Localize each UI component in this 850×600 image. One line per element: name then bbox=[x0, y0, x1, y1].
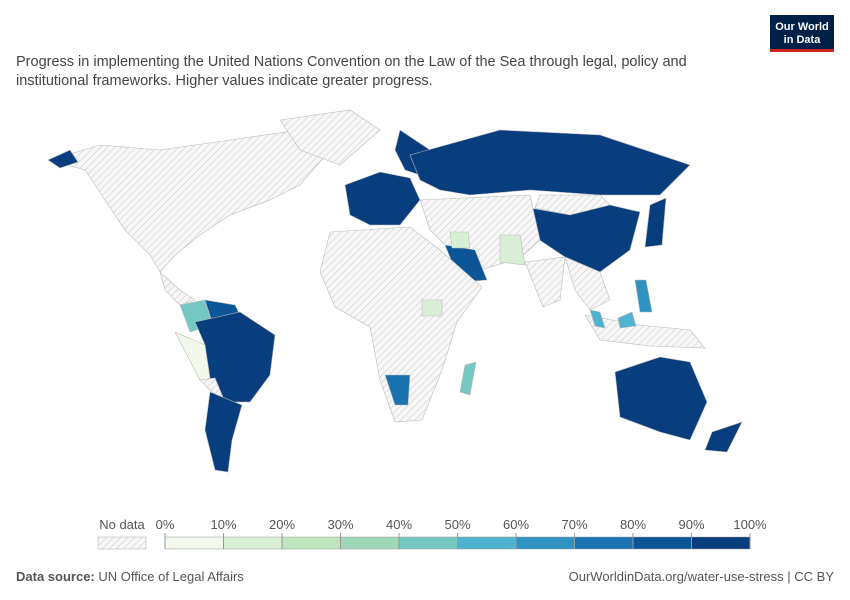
country[interactable] bbox=[449, 231, 471, 249]
legend-bin bbox=[164, 536, 224, 550]
legend-tick-label: 30% bbox=[327, 517, 353, 532]
source-label: Data source: bbox=[16, 569, 95, 584]
legend-tick-label: 10% bbox=[210, 517, 236, 532]
legend-bin bbox=[457, 536, 517, 550]
logo-text: in Data bbox=[784, 34, 822, 46]
country[interactable] bbox=[159, 271, 196, 306]
legend-tick-label: 100% bbox=[733, 517, 767, 532]
legend: No data 0% 10% 20% 30% 40% 50% 60% 70% 80% 90% 100… bbox=[97, 517, 767, 550]
source-name: UN Office of Legal Affairs bbox=[98, 569, 244, 584]
country[interactable] bbox=[564, 256, 611, 311]
legend-bin bbox=[515, 536, 575, 550]
legend-tick-label: 70% bbox=[561, 517, 587, 532]
country[interactable] bbox=[634, 279, 653, 313]
legend-bin bbox=[632, 536, 692, 550]
legend-bin bbox=[223, 536, 283, 550]
country[interactable] bbox=[384, 374, 411, 406]
country[interactable] bbox=[204, 391, 243, 473]
country[interactable] bbox=[524, 256, 566, 308]
country[interactable] bbox=[194, 311, 276, 403]
legend-tick-label: 90% bbox=[678, 517, 704, 532]
country[interactable] bbox=[48, 129, 331, 273]
legend-tick-label: 80% bbox=[620, 517, 646, 532]
country[interactable] bbox=[614, 356, 708, 441]
country[interactable] bbox=[589, 309, 606, 329]
logo-box[interactable] bbox=[770, 15, 834, 51]
url[interactable]: OurWorldinData.org/water-use-stress | CC… bbox=[569, 569, 835, 584]
legend-bin bbox=[691, 536, 751, 550]
country[interactable] bbox=[344, 171, 421, 226]
logo-bar bbox=[770, 49, 834, 52]
country[interactable] bbox=[529, 204, 641, 273]
country[interactable] bbox=[704, 421, 743, 453]
legend-bin bbox=[281, 536, 341, 550]
world-map bbox=[47, 109, 743, 473]
legend-tick-label: 20% bbox=[269, 517, 295, 532]
legend-bin bbox=[398, 536, 458, 550]
legend-no-data: No data bbox=[99, 517, 145, 532]
country[interactable] bbox=[499, 234, 526, 266]
country[interactable] bbox=[644, 197, 667, 248]
country[interactable] bbox=[279, 109, 381, 166]
legend-tick-label: 40% bbox=[386, 517, 412, 532]
legend-tick-label: 50% bbox=[444, 517, 470, 532]
source: Data source: UN Office of Legal Affairs bbox=[16, 569, 244, 584]
legend-bin bbox=[574, 536, 634, 550]
country[interactable] bbox=[409, 129, 691, 196]
subtitle: institutional frameworks. Higher values … bbox=[16, 73, 433, 89]
country[interactable] bbox=[421, 299, 443, 317]
logo-text: Our World bbox=[775, 21, 829, 33]
country[interactable] bbox=[319, 226, 483, 423]
legend-bin bbox=[340, 536, 400, 550]
legend-tick-label: 60% bbox=[503, 517, 529, 532]
legend-no-data-swatch bbox=[97, 536, 147, 550]
country[interactable] bbox=[459, 361, 477, 396]
subtitle: Progress in implementing the United Nati… bbox=[16, 54, 687, 70]
country[interactable] bbox=[47, 149, 79, 169]
country[interactable] bbox=[584, 314, 706, 349]
country[interactable] bbox=[617, 311, 637, 329]
legend-tick-label: 0% bbox=[156, 517, 175, 532]
